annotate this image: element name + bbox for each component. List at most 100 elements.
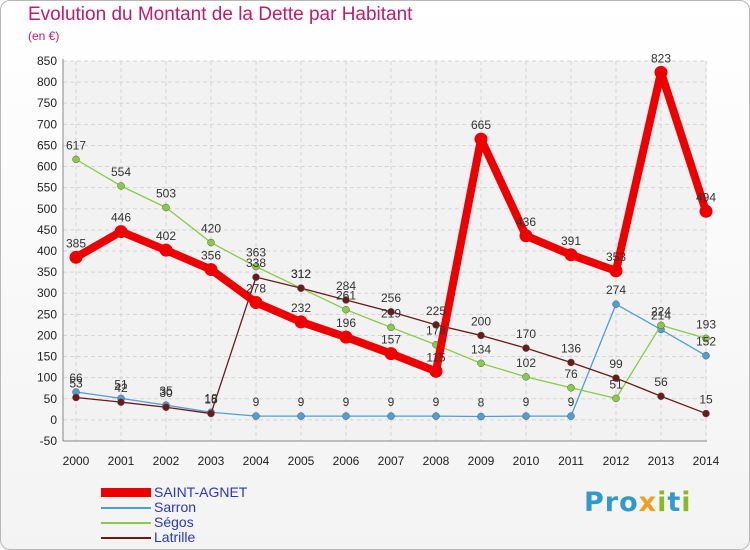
- data-point: [567, 384, 575, 392]
- y-tick-label: -50: [40, 434, 58, 448]
- data-label: 9: [343, 395, 350, 409]
- data-label: 134: [471, 342, 491, 356]
- data-label: 436: [516, 215, 536, 229]
- data-point: [252, 412, 260, 420]
- data-label: 193: [696, 317, 716, 331]
- x-tick-label: 2013: [648, 454, 675, 468]
- x-tick-label: 2009: [468, 454, 495, 468]
- y-tick-label: 450: [37, 223, 57, 237]
- data-point: [477, 331, 485, 340]
- data-label: 102: [516, 356, 536, 370]
- data-label: 56: [654, 375, 668, 389]
- y-tick-label: 600: [37, 160, 57, 174]
- data-label: 196: [336, 316, 356, 330]
- data-point: [567, 358, 575, 367]
- x-tick-label: 2011: [558, 454, 584, 468]
- y-tick-label: 350: [37, 265, 57, 279]
- data-label: 338: [246, 256, 266, 270]
- data-label: 66: [69, 371, 83, 385]
- data-point: [477, 359, 485, 368]
- data-point: [342, 296, 350, 304]
- data-point: [429, 364, 443, 378]
- data-point: [297, 412, 305, 420]
- data-label: 284: [336, 279, 356, 293]
- data-label: 391: [561, 234, 581, 248]
- data-label: 99: [609, 357, 623, 371]
- data-label: 51: [114, 377, 128, 391]
- data-label: 35: [159, 384, 173, 398]
- data-point: [612, 374, 620, 382]
- data-label: 76: [564, 367, 578, 381]
- data-point: [339, 330, 353, 344]
- data-label: 157: [381, 333, 401, 347]
- data-point: [522, 412, 530, 420]
- data-label: 617: [66, 138, 86, 152]
- data-label: 503: [156, 187, 176, 201]
- data-point: [522, 373, 530, 381]
- data-point: [117, 182, 125, 190]
- data-point: [654, 65, 668, 79]
- data-label: 261: [336, 289, 356, 303]
- y-tick-label: 800: [37, 75, 57, 89]
- data-label: 312: [291, 267, 311, 281]
- data-label: 385: [66, 236, 86, 250]
- data-label: 219: [381, 306, 401, 320]
- x-tick-label: 2008: [423, 454, 450, 468]
- data-point: [612, 394, 620, 403]
- chart-subtitle: (en €): [28, 29, 60, 43]
- data-label: 256: [381, 291, 401, 305]
- data-label: 9: [298, 395, 305, 409]
- data-point: [114, 225, 128, 239]
- y-tick-label: 850: [37, 54, 57, 68]
- data-point: [657, 392, 665, 400]
- data-label: 420: [201, 222, 221, 236]
- data-label: 200: [471, 314, 491, 328]
- data-label: 30: [159, 386, 173, 400]
- data-point: [474, 132, 488, 146]
- data-label: 214: [651, 309, 671, 323]
- y-tick-label: 200: [37, 328, 57, 342]
- data-point: [207, 409, 215, 418]
- data-label: 225: [426, 304, 446, 318]
- data-label: 232: [291, 301, 311, 315]
- y-tick-label: 300: [37, 286, 57, 300]
- y-tick-label: 150: [37, 350, 57, 364]
- x-tick-label: 2002: [153, 454, 180, 468]
- data-label: 363: [246, 246, 266, 260]
- data-label: 278: [246, 282, 266, 296]
- data-point: [702, 351, 710, 360]
- data-point: [702, 409, 710, 418]
- data-point: [117, 398, 125, 406]
- data-point: [477, 412, 485, 421]
- data-label: 823: [651, 51, 671, 65]
- data-point: [699, 204, 713, 218]
- data-label: 51: [609, 377, 623, 391]
- data-point: [162, 403, 170, 411]
- y-tick-label: 0: [50, 413, 57, 427]
- data-label: 170: [516, 327, 536, 341]
- x-tick-label: 2000: [63, 454, 90, 468]
- data-point: [207, 238, 215, 247]
- legend-label: Ségos: [154, 514, 194, 530]
- y-tick-label: 650: [37, 138, 57, 152]
- data-label: 494: [696, 190, 716, 204]
- data-point: [252, 262, 260, 271]
- legend-label: Latrille: [154, 529, 196, 545]
- data-label: 8: [478, 396, 485, 410]
- legend-swatch: [101, 488, 151, 497]
- data-point: [387, 323, 395, 332]
- data-point: [159, 243, 173, 257]
- data-label: 15: [204, 393, 218, 407]
- data-point: [342, 412, 350, 420]
- legend-swatch: [101, 507, 151, 509]
- data-point: [387, 308, 395, 316]
- chart-title: Evolution du Montant de la Dette par Hab…: [28, 4, 413, 25]
- x-tick-label: 2001: [108, 454, 135, 468]
- y-tick-label: 500: [37, 202, 57, 216]
- data-label: 554: [111, 165, 131, 179]
- data-point: [432, 412, 440, 420]
- data-point: [294, 315, 308, 329]
- data-label: 9: [433, 395, 440, 409]
- data-label: 152: [696, 335, 716, 349]
